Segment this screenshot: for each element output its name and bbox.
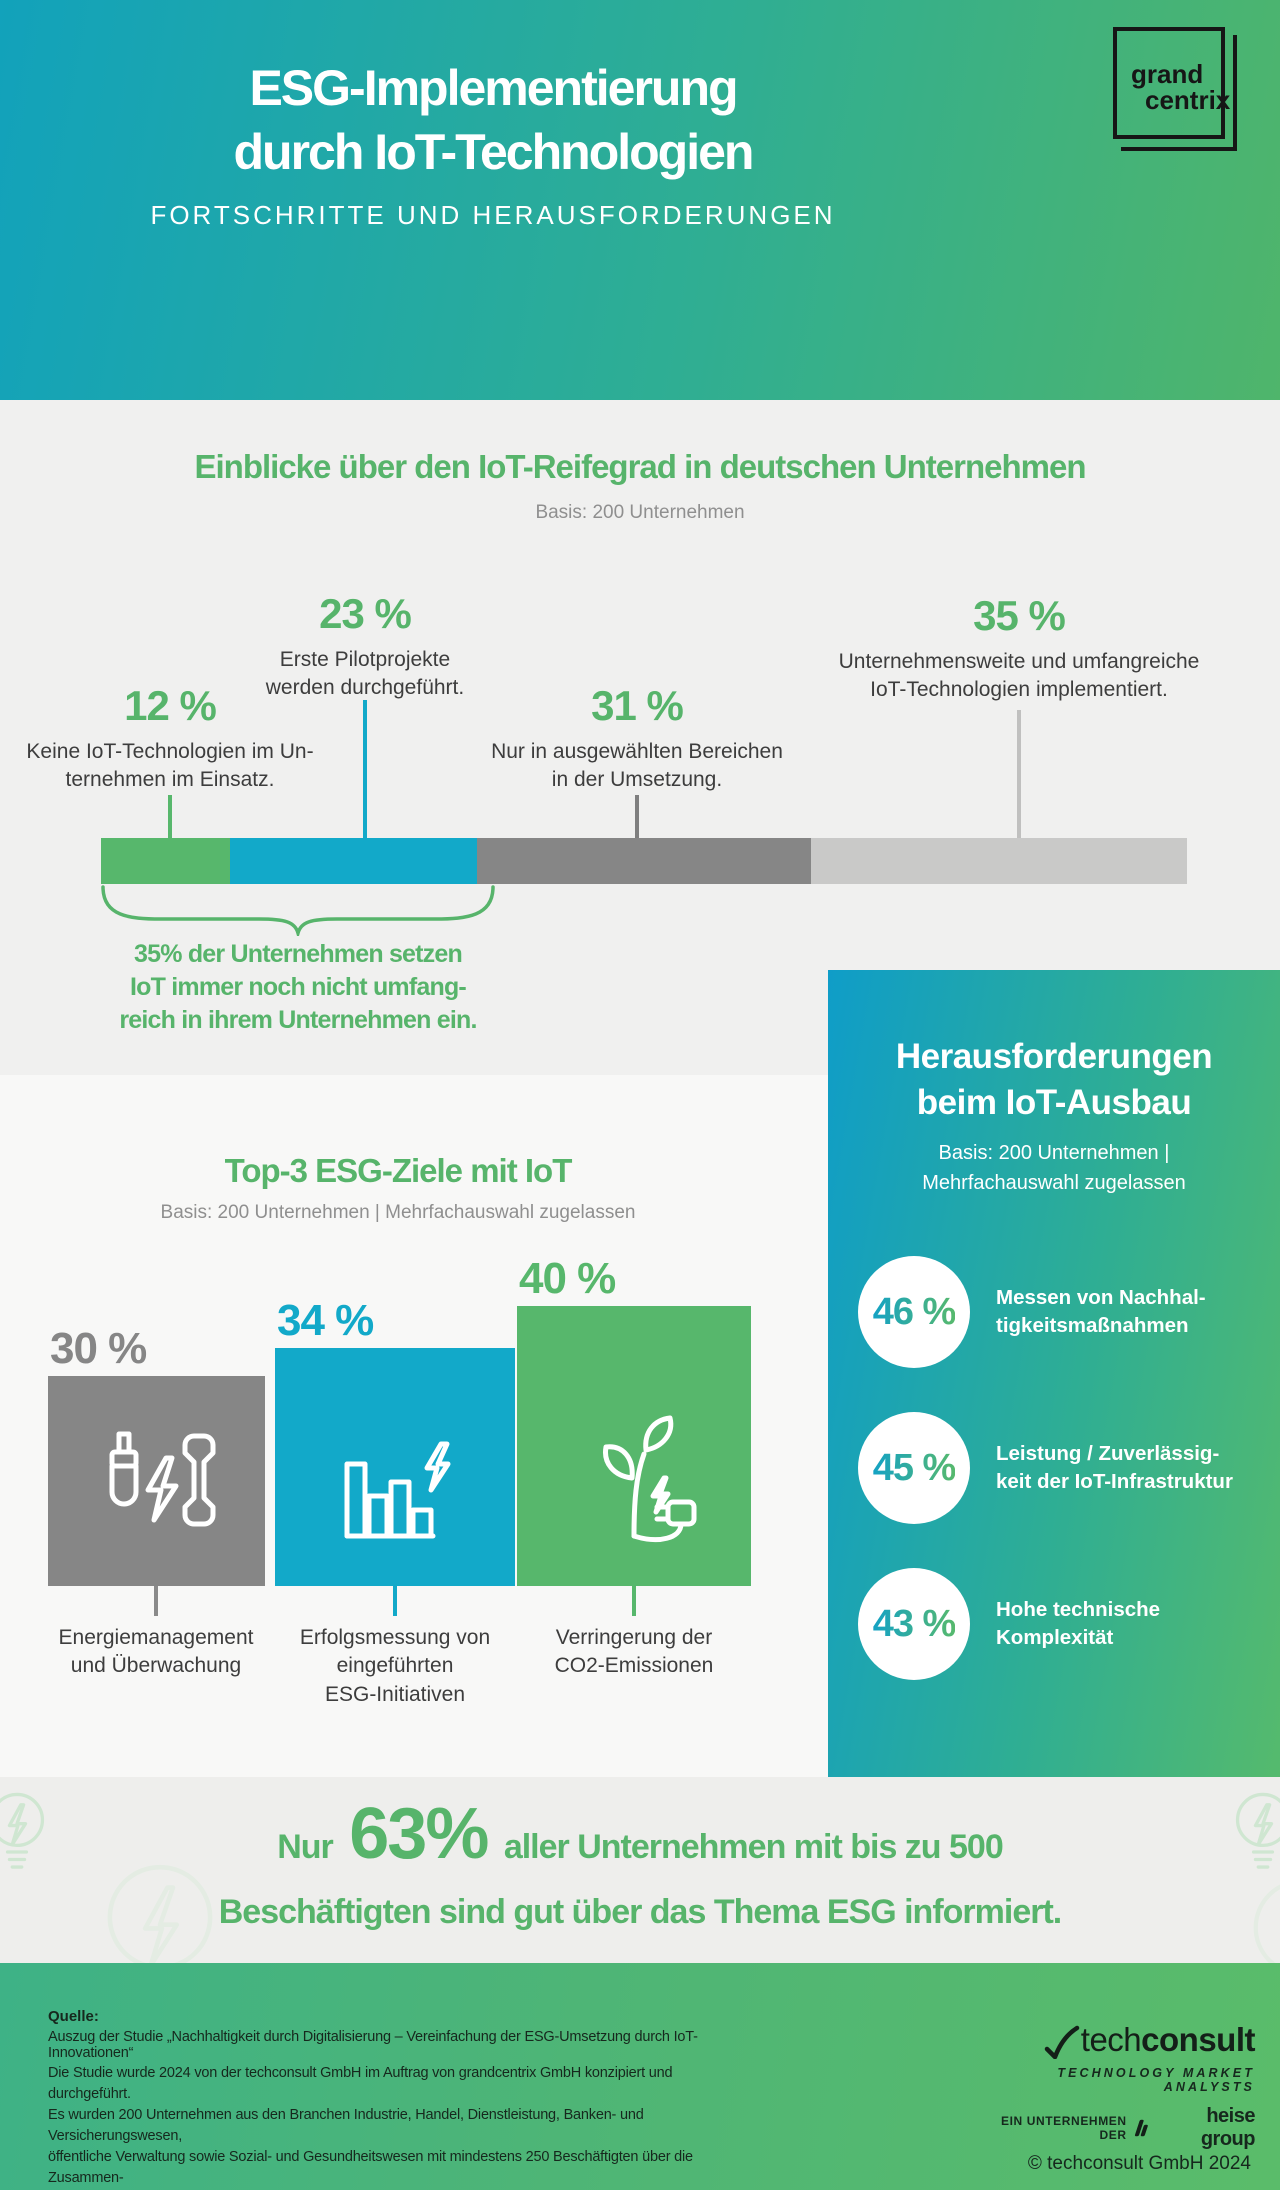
grandcentrix-logo-line2: centrix: [1145, 85, 1231, 115]
highlight-prefix: Nur: [277, 1828, 334, 1866]
callout-23-connector: [363, 700, 367, 838]
highlight-band: Nur 63% aller Unternehmen mit bis zu 500…: [0, 1777, 1280, 1963]
top3-basis: Basis: 200 Unternehmen | Mehrfachauswahl…: [160, 1202, 636, 1223]
callout-35: 35 % Unternehmensweite und umfangreiche …: [829, 592, 1209, 705]
callout-31-value: 31 %: [591, 682, 684, 729]
heise-name: heise group: [1200, 2105, 1256, 2150]
callout-31-label: Nur in ausgewählten Bereichen in der Ums…: [491, 740, 783, 792]
stacked-segment-12: [101, 838, 231, 884]
page-title-line2: durch IoT-Technologien: [233, 124, 755, 180]
techconsult-bold: consult: [1141, 2021, 1255, 2058]
bar-34-value: 34 %: [277, 1296, 374, 1345]
maturity-basis: Basis: 200 Unternehmen: [535, 502, 745, 523]
challenge-45-value: 45 %: [872, 1446, 957, 1489]
lightbulb-icon: [1235, 1792, 1280, 1869]
footer-section: Quelle: Auszug der Studie „Nachhaltigkei…: [0, 1963, 1280, 2190]
challenge-45-circle: 45 %: [858, 1412, 970, 1524]
checkmark-icon: [1044, 2025, 1080, 2059]
bar-erfolgsmessung: [275, 1348, 515, 1586]
highlight-line2: Beschäftigten sind gut über das Thema ES…: [218, 1893, 1062, 1931]
challenge-43-label: Hohe technische Komplexität: [996, 1598, 1161, 1649]
callout-31: 31 % Nur in ausgewählten Bereichen in de…: [477, 682, 797, 795]
callout-23-value: 23 %: [319, 590, 412, 637]
challenge-row-43: 43 % Hohe technische Komplexität: [858, 1568, 1272, 1680]
header-text-block: ESG-Implementierung durch IoT-Technologi…: [0, 56, 986, 231]
lightbulb-icon: [0, 1792, 45, 1869]
callout-23-label: Erste Pilotprojekte werden durchgeführt.: [265, 648, 465, 700]
source-text: Auszug der Studie „Nachhaltigkeit durch …: [48, 2029, 698, 2061]
bar-40-value: 40 %: [519, 1254, 616, 1303]
challenge-46-circle: 46 %: [858, 1256, 970, 1368]
challenge-43-circle: 43 %: [858, 1568, 970, 1680]
techconsult-wordmark: tech consult: [985, 2021, 1255, 2059]
bar-co2: [517, 1306, 751, 1586]
challenges-basis: Basis: 200 Unternehmen | Mehrfachauswahl…: [922, 1142, 1186, 1194]
callout-12-value: 12 %: [124, 682, 217, 729]
callout-12: 12 % Keine IoT-Technologien im Un- terne…: [10, 682, 330, 795]
callout-35-connector: [1017, 710, 1021, 838]
page-title: ESG-Implementierung durch IoT-Technologi…: [0, 56, 986, 184]
tools-icon: [109, 1431, 216, 1527]
heise-prefix: EIN UNTERNEHMEN DER: [1000, 2114, 1127, 2142]
bar-40-label: Verringerung der CO2-Emissionen: [554, 1626, 714, 1678]
challenges-panel: Herausforderungen beim IoT-Ausbau Basis:…: [828, 970, 1280, 1777]
highlight-statement: Nur 63% aller Unternehmen mit bis zu 500…: [0, 1793, 1280, 1936]
lightbulb-icon: [107, 1864, 213, 1963]
highlight-line1-rest: aller Unternehmen mit bis zu 500: [503, 1828, 1004, 1866]
challenge-row-45: 45 % Leistung / Zuverlässig- keit der Io…: [858, 1412, 1272, 1524]
grandcentrix-logo-shadow: [1121, 35, 1237, 151]
page-title-line1: ESG-Implementierung: [249, 60, 738, 116]
callout-12-connector: [168, 795, 172, 838]
maturity-section: [0, 400, 1280, 1075]
grandcentrix-logo: grand centrix: [1113, 27, 1231, 139]
callout-12-label: Keine IoT-Technologien im Un- ternehmen …: [26, 740, 314, 792]
techconsult-logo: tech consult TECHNOLOGY MARKET ANALYSTS E…: [985, 2021, 1256, 2151]
maturity-note: 35% der Unternehmen setzen IoT immer noc…: [119, 940, 477, 1034]
maturity-stacked-bar: [101, 838, 1188, 884]
stacked-segment-31: [477, 838, 811, 884]
bar-30-label: Energiemanagement und Überwachung: [58, 1626, 254, 1678]
bar-34-connector: [393, 1586, 397, 1616]
copyright: © techconsult GmbH 2024: [1027, 2153, 1251, 2174]
source-label: Quelle:: [48, 2008, 99, 2025]
grandcentrix-logo-line1: grand: [1131, 59, 1204, 89]
challenges-title: Herausforderungen beim IoT-Ausbau: [895, 1037, 1213, 1122]
bar-34-label: Erfolgsmessung von eingeführten ESG-Init…: [299, 1626, 491, 1706]
callout-35-label: Unternehmensweite und umfangreiche IoT-T…: [838, 650, 1200, 702]
lightbulb-icon: [1253, 1884, 1280, 1963]
challenge-45-label: Leistung / Zuverlässig- keit der IoT-Inf…: [996, 1442, 1233, 1493]
bar-30-value: 30 %: [50, 1324, 147, 1373]
heise-logo-icon: [1134, 2119, 1148, 2137]
challenge-46-label: Messen von Nachhal- tigkeitsmaßnahmen: [996, 1286, 1206, 1337]
bar-energiemanagement: [48, 1376, 265, 1586]
callout-35-value: 35 %: [973, 592, 1066, 639]
plant-plug-icon: [603, 1415, 697, 1542]
header-section: ESG-Implementierung durch IoT-Technologi…: [0, 0, 1280, 400]
challenge-row-46: 46 % Messen von Nachhal- tigkeitsmaßnahm…: [858, 1256, 1272, 1368]
heise-group-line: EIN UNTERNEHMEN DER heise group: [985, 2105, 1256, 2151]
stacked-segment-23: [230, 838, 478, 884]
page-subtitle: FORTSCHRITTE UND HERAUSFORDERUNGEN: [150, 200, 836, 230]
top3-title: Top-3 ESG-Ziele mit IoT: [224, 1152, 573, 1189]
challenge-46-value: 46 %: [872, 1290, 957, 1333]
techconsult-tagline: TECHNOLOGY MARKET ANALYSTS: [1057, 2066, 1255, 2094]
study-description: Die Studie wurde 2024 von der techconsul…: [48, 2065, 693, 2187]
challenge-43-value: 43 %: [872, 1602, 957, 1645]
highlight-63-value: 63%: [349, 1794, 489, 1874]
callout-23: 23 % Erste Pilotprojekte werden durchgef…: [205, 590, 525, 703]
maturity-title: Einblicke über den IoT-Reifegrad in deut…: [194, 448, 1087, 485]
brace-annotation: [101, 885, 495, 936]
stacked-segment-35: [810, 838, 1188, 884]
bar-chart-lightning-icon: [344, 1441, 451, 1539]
bar-30-connector: [154, 1586, 158, 1616]
techconsult-light: tech: [1080, 2021, 1142, 2058]
bar-40-connector: [632, 1586, 636, 1616]
callout-31-connector: [635, 795, 639, 838]
